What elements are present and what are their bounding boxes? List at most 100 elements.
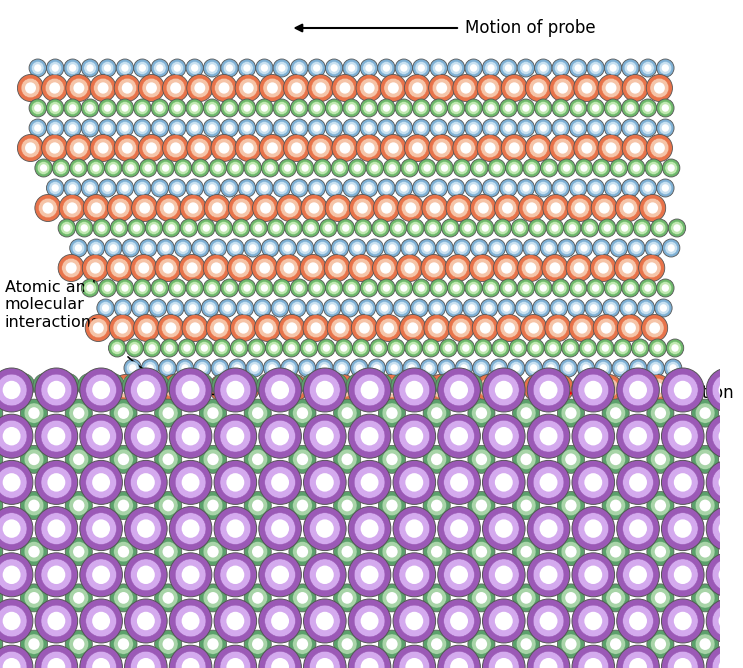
Circle shape [303,315,329,341]
Circle shape [121,64,129,71]
Circle shape [218,344,225,352]
Circle shape [92,658,110,668]
Circle shape [136,122,149,134]
Circle shape [265,466,296,498]
Circle shape [122,159,140,177]
Circle shape [110,630,137,658]
Circle shape [238,377,256,395]
Circle shape [317,242,328,255]
Circle shape [331,124,338,132]
Circle shape [158,449,178,470]
Circle shape [492,339,510,357]
Circle shape [66,182,79,194]
Circle shape [195,82,205,94]
Circle shape [81,99,99,117]
Circle shape [529,138,548,158]
Circle shape [116,119,134,137]
Circle shape [258,375,284,401]
Circle shape [0,492,3,520]
Circle shape [622,75,649,102]
Circle shape [282,162,294,174]
Circle shape [501,263,512,274]
Circle shape [290,224,297,232]
Circle shape [476,454,487,465]
Circle shape [180,219,198,237]
Circle shape [549,344,557,352]
Circle shape [519,122,532,134]
Circle shape [158,259,178,278]
Circle shape [345,102,358,114]
Circle shape [399,559,429,591]
Circle shape [500,279,517,297]
Circle shape [169,368,212,412]
Circle shape [382,634,402,654]
Circle shape [81,179,99,197]
Circle shape [535,301,548,315]
Circle shape [465,59,482,77]
Circle shape [343,59,360,77]
Circle shape [488,159,505,177]
Circle shape [452,263,464,274]
Circle shape [48,612,65,630]
Circle shape [647,359,664,377]
Circle shape [622,263,633,274]
Circle shape [476,500,487,512]
Circle shape [207,407,218,419]
Circle shape [158,542,178,562]
Circle shape [456,138,476,158]
Circle shape [231,259,250,278]
Circle shape [343,279,360,297]
Circle shape [523,159,540,177]
Circle shape [114,634,133,654]
Text: f: f [511,384,518,402]
Circle shape [467,102,480,114]
Circle shape [552,99,569,117]
Circle shape [522,64,530,71]
Circle shape [671,222,684,234]
Circle shape [168,224,175,232]
Circle shape [661,645,704,668]
Circle shape [408,364,415,372]
Circle shape [322,344,330,352]
Circle shape [156,124,163,132]
Circle shape [398,61,410,74]
Circle shape [470,255,496,281]
Circle shape [75,244,82,252]
Circle shape [393,460,435,504]
Circle shape [495,473,513,492]
Circle shape [621,318,640,338]
Circle shape [346,304,353,312]
Circle shape [80,645,123,668]
Circle shape [490,162,503,174]
Circle shape [360,78,378,98]
Circle shape [397,255,423,281]
Circle shape [175,651,206,668]
Circle shape [378,584,406,612]
Circle shape [423,446,450,474]
Circle shape [502,281,515,295]
Circle shape [217,382,227,393]
Circle shape [267,219,285,237]
Circle shape [35,645,78,668]
Circle shape [455,378,473,397]
Circle shape [450,566,468,584]
Circle shape [608,304,614,312]
Circle shape [383,323,394,334]
Circle shape [510,339,527,357]
Circle shape [170,82,181,94]
Circle shape [126,339,143,357]
Circle shape [363,182,375,194]
Circle shape [582,341,594,355]
Circle shape [352,259,371,278]
Circle shape [72,242,85,255]
Circle shape [323,299,341,317]
Circle shape [351,242,363,255]
Circle shape [227,658,244,668]
Circle shape [393,645,435,668]
Circle shape [262,323,273,334]
Circle shape [442,341,455,355]
Circle shape [116,279,134,297]
Circle shape [281,359,298,377]
Circle shape [599,202,610,214]
Circle shape [85,559,117,591]
